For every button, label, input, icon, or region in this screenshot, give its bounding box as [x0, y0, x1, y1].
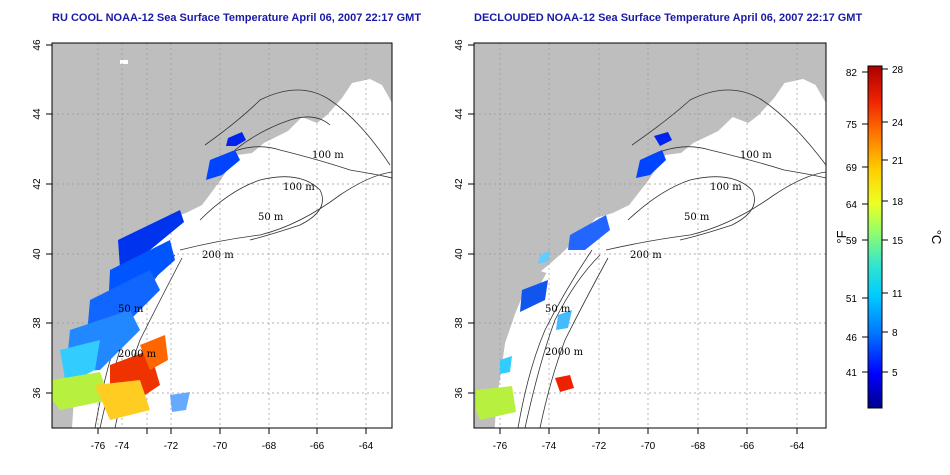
left-lat-tick-5: 44: [32, 108, 43, 120]
left-lon-tick-5: -68: [262, 441, 277, 452]
right-contour-label-3: 50 m: [684, 212, 710, 223]
colorbar: 82 75 69 64 59 51 46 41 28 24 21 18 15 1…: [834, 65, 944, 409]
colorbar-c-tick-3: 21: [892, 156, 904, 167]
colorbar-f-tick-4: 64: [846, 200, 858, 211]
right-lon-tick-1: -76: [493, 441, 508, 452]
left-lon-tick-4: -70: [213, 441, 228, 452]
colorbar-f-tick-6: 51: [846, 294, 858, 305]
left-contour-label-4: 200 m: [202, 250, 234, 261]
colorbar-c-tick-6: 11: [892, 289, 903, 300]
right-lat-tick-3: 40: [454, 248, 465, 260]
right-map-title: DECLOUDED NOAA-12 Sea Surface Temperatur…: [474, 12, 863, 24]
colorbar-c-tick-8: 5: [892, 368, 898, 379]
colorbar-c-tick-7: 8: [892, 328, 898, 339]
left-lake: [120, 60, 128, 64]
left-frame: [51, 42, 393, 429]
colorbar-c-tick-2: 24: [892, 118, 904, 129]
right-lat-tick-1: 36: [454, 387, 465, 399]
left-lat-tick-3: 40: [32, 248, 43, 260]
colorbar-f-tick-7: 46: [846, 333, 858, 344]
colorbar-c-tick-4: 18: [892, 197, 904, 208]
colorbar-ramp: [867, 65, 883, 409]
right-map-panel: 100 m 100 m 50 m 200 m 50 m 2000 m -76 -…: [454, 39, 827, 452]
left-contour-label-2: 100 m: [283, 182, 315, 193]
left-lon-tick-1: -76: [91, 441, 106, 452]
colorbar-f-tick-3: 69: [846, 163, 858, 174]
left-map-title: RU COOL NOAA-12 Sea Surface Temperature …: [52, 12, 422, 24]
left-lat-tick-4: 42: [32, 178, 43, 190]
colorbar-f-tick-1: 82: [846, 68, 858, 79]
right-contour-label-4: 200 m: [630, 250, 662, 261]
right-contour-label-6: 2000 m: [545, 347, 584, 358]
right-lat-tick-5: 44: [454, 108, 465, 120]
right-contours: [517, 89, 826, 428]
left-ticks: [46, 44, 367, 434]
left-contour-label-1: 100 m: [312, 150, 344, 161]
right-frame: [473, 42, 827, 429]
left-lon-tick-7: -64: [359, 441, 374, 452]
left-lat-tick-1: 36: [32, 387, 43, 399]
left-lon-tick-2: -74: [115, 441, 130, 452]
left-contour-label-5: 50 m: [118, 304, 144, 315]
left-sst-patches: [52, 132, 246, 420]
right-contour-label-5: 50 m: [545, 304, 571, 315]
left-lat-tick-6: 46: [32, 39, 43, 51]
colorbar-c-tick-1: 28: [892, 65, 904, 76]
right-lon-tick-7: -64: [790, 441, 805, 452]
left-lon-tick-3: -72: [164, 441, 179, 452]
right-contour-label-1: 100 m: [740, 150, 772, 161]
right-ticks: [468, 44, 798, 434]
left-contour-label-3: 50 m: [258, 212, 284, 223]
colorbar-f-tick-8: 41: [846, 368, 858, 379]
left-lat-tick-2: 38: [32, 317, 43, 329]
right-sst-patches: [476, 132, 672, 420]
left-contour-label-6: 2000 m: [118, 349, 157, 360]
right-lon-tick-6: -66: [740, 441, 755, 452]
right-lon-tick-5: -68: [691, 441, 706, 452]
colorbar-f-tick-2: 75: [846, 120, 858, 131]
right-lon-tick-3: -72: [592, 441, 607, 452]
right-lon-tick-2: -74: [542, 441, 557, 452]
right-lat-tick-6: 46: [454, 39, 465, 51]
left-lon-tick-6: -66: [310, 441, 325, 452]
right-lat-tick-2: 38: [454, 317, 465, 329]
left-map-panel: 100 m 100 m 50 m 200 m 50 m 2000 m -76 -…: [32, 39, 393, 452]
colorbar-fahrenheit-label: °F: [834, 230, 849, 243]
colorbar-f-tick-5: 59: [846, 236, 858, 247]
right-lat-tick-4: 42: [454, 178, 465, 190]
right-lon-tick-4: -70: [641, 441, 656, 452]
colorbar-c-tick-5: 15: [892, 236, 904, 247]
right-contour-label-2: 100 m: [710, 182, 742, 193]
colorbar-celsius-label: °C: [929, 230, 944, 245]
colorbar-ticks: [862, 68, 888, 373]
